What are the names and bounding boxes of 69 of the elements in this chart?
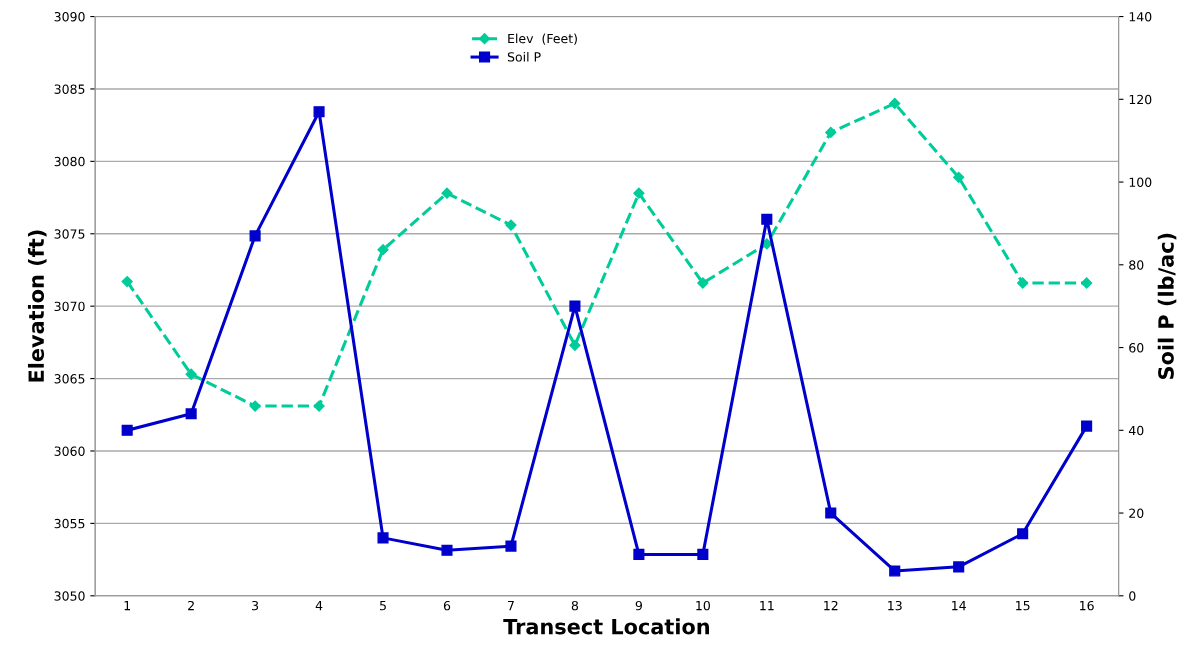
x-tick-label: 11 [760,601,774,611]
y-tick-label: 3050 [54,591,85,601]
point [569,339,581,351]
y-tick-label: 3060 [54,446,85,456]
x-tick-label: 8 [571,600,579,611]
y-tick-label: 3085 [54,84,85,94]
y2-tick-label: 80 [1129,260,1144,270]
y2-tick-label: 40 [1128,425,1144,436]
y2-tick-label: 20 [1129,508,1144,518]
point [953,561,965,573]
y2-tick-label: 0 [1129,591,1136,601]
point [953,171,965,183]
point [441,544,453,556]
x-tick-label: 3 [252,600,259,611]
point [1081,420,1093,432]
point [249,230,261,242]
point [505,540,517,552]
x-tick-label: 16 [1080,600,1094,611]
y2-tick-label: 60 [1129,343,1144,353]
point [761,213,773,225]
x-tick-label: 2 [188,600,194,611]
point [889,565,901,577]
point [697,277,709,289]
y-tick-label: 3090 [54,12,85,22]
point [697,548,709,560]
point [633,187,645,199]
point [505,219,517,231]
point [185,408,197,420]
point [633,548,645,560]
point [377,244,389,256]
point [1017,528,1029,540]
y2-axis-title: Soil P (lb/ac) [1157,233,1177,379]
x-tick-label: 6 [443,600,451,611]
point [313,106,325,118]
point [249,400,261,412]
x-tick-label: 4 [315,601,323,611]
point [1017,277,1029,289]
legend-label: Soil P [507,51,541,62]
y-axis-title: Elevation (ft) [27,230,47,382]
point [313,400,325,412]
x-tick-label: 7 [508,601,514,611]
x-tick-label: 1 [124,601,130,611]
legend-label: Elev (Feet) [508,33,577,45]
y-tick-label: 3080 [54,156,85,167]
y2-tick-label: 100 [1129,177,1152,187]
y2-tick-label: 140 [1129,12,1152,22]
x-tick-label: 9 [635,600,642,611]
x-tick-label: 10 [696,600,710,611]
point [121,275,133,288]
point [441,187,453,199]
x-tick-label: 14 [952,601,966,611]
point [825,507,837,519]
y-tick-label: 3065 [54,374,85,384]
point [1081,277,1093,289]
y-tick-label: 3055 [54,518,85,529]
y2-tick-label: 120 [1129,94,1152,105]
point [185,368,197,380]
y-tick-label: 3070 [54,301,85,312]
x-tick-label: 12 [824,600,838,611]
x-tick-label: 15 [1016,601,1030,611]
point [121,424,133,436]
y-tick-label: 3075 [54,229,85,239]
point [377,532,389,544]
point [889,97,901,110]
x-tick-label: 5 [380,601,386,611]
x-axis-title: Transect Location [503,618,709,635]
point [569,300,581,312]
x-tick-label: 13 [888,600,902,611]
point [825,126,837,139]
